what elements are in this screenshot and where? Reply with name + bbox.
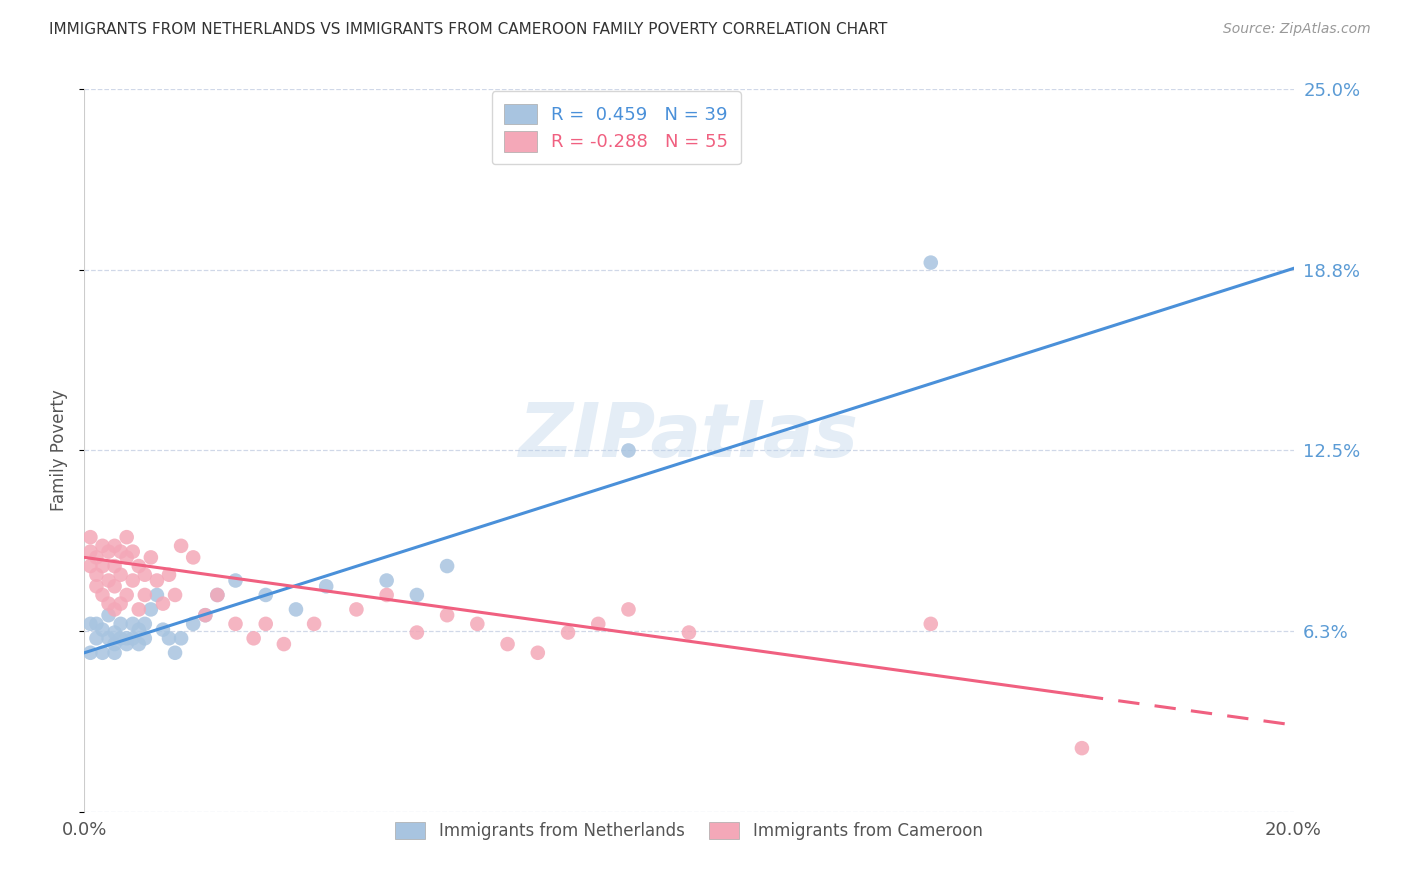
Legend: Immigrants from Netherlands, Immigrants from Cameroon: Immigrants from Netherlands, Immigrants … bbox=[388, 815, 990, 847]
Point bbox=[86, 616, 108, 631]
Point bbox=[97, 597, 120, 611]
Point bbox=[121, 632, 143, 646]
Text: IMMIGRANTS FROM NETHERLANDS VS IMMIGRANTS FROM CAMEROON FAMILY POVERTY CORRELATI: IMMIGRANTS FROM NETHERLANDS VS IMMIGRANT… bbox=[49, 22, 887, 37]
Point bbox=[97, 608, 120, 623]
Point bbox=[128, 559, 150, 574]
Point bbox=[128, 623, 150, 637]
Y-axis label: Family Poverty: Family Poverty bbox=[51, 390, 69, 511]
Point bbox=[110, 616, 132, 631]
Point bbox=[181, 550, 204, 565]
Point bbox=[104, 625, 127, 640]
Point bbox=[115, 637, 138, 651]
Point bbox=[254, 588, 277, 602]
Point bbox=[170, 632, 193, 646]
Point bbox=[678, 625, 700, 640]
Point bbox=[152, 623, 174, 637]
Point bbox=[346, 602, 368, 616]
Point bbox=[254, 616, 277, 631]
Point bbox=[315, 579, 337, 593]
Text: Source: ZipAtlas.com: Source: ZipAtlas.com bbox=[1223, 22, 1371, 37]
Point bbox=[436, 559, 458, 574]
Point bbox=[104, 559, 127, 574]
Point bbox=[115, 530, 138, 544]
Point bbox=[920, 255, 942, 269]
Point bbox=[194, 608, 217, 623]
Point bbox=[86, 550, 108, 565]
Point bbox=[115, 550, 138, 565]
Point bbox=[146, 574, 169, 588]
Point bbox=[121, 574, 143, 588]
Point bbox=[134, 588, 156, 602]
Point bbox=[79, 559, 101, 574]
Point bbox=[157, 567, 180, 582]
Point bbox=[285, 602, 308, 616]
Point bbox=[134, 616, 156, 631]
Point bbox=[79, 530, 101, 544]
Point bbox=[181, 616, 204, 631]
Point bbox=[110, 544, 132, 558]
Point bbox=[920, 616, 942, 631]
Point bbox=[617, 443, 640, 458]
Point bbox=[467, 616, 489, 631]
Point bbox=[79, 646, 101, 660]
Point bbox=[375, 588, 398, 602]
Point bbox=[115, 632, 138, 646]
Point bbox=[225, 574, 247, 588]
Point bbox=[110, 632, 132, 646]
Point bbox=[79, 544, 101, 558]
Point bbox=[115, 588, 138, 602]
Point bbox=[97, 632, 120, 646]
Point bbox=[91, 623, 114, 637]
Text: ZIPatlas: ZIPatlas bbox=[519, 400, 859, 473]
Point bbox=[496, 637, 519, 651]
Point bbox=[273, 637, 295, 651]
Point bbox=[207, 588, 229, 602]
Point bbox=[406, 625, 429, 640]
Point bbox=[104, 539, 127, 553]
Point bbox=[121, 616, 143, 631]
Point bbox=[134, 567, 156, 582]
Point bbox=[375, 574, 398, 588]
Point bbox=[128, 637, 150, 651]
Point bbox=[165, 646, 187, 660]
Point bbox=[91, 539, 114, 553]
Point bbox=[139, 602, 162, 616]
Point bbox=[121, 544, 143, 558]
Point bbox=[79, 616, 101, 631]
Point bbox=[139, 550, 162, 565]
Point bbox=[617, 602, 640, 616]
Point bbox=[104, 646, 127, 660]
Point bbox=[242, 632, 264, 646]
Point bbox=[152, 597, 174, 611]
Point bbox=[110, 567, 132, 582]
Point bbox=[436, 608, 458, 623]
Point bbox=[104, 637, 127, 651]
Point bbox=[207, 588, 229, 602]
Point bbox=[157, 632, 180, 646]
Point bbox=[86, 632, 108, 646]
Point bbox=[302, 616, 325, 631]
Point bbox=[91, 646, 114, 660]
Point bbox=[406, 588, 429, 602]
Point bbox=[110, 597, 132, 611]
Point bbox=[170, 539, 193, 553]
Point bbox=[91, 559, 114, 574]
Point bbox=[91, 588, 114, 602]
Point bbox=[194, 608, 217, 623]
Point bbox=[86, 567, 108, 582]
Point bbox=[104, 602, 127, 616]
Point bbox=[104, 579, 127, 593]
Point bbox=[527, 646, 550, 660]
Point bbox=[165, 588, 187, 602]
Point bbox=[86, 579, 108, 593]
Point bbox=[146, 588, 169, 602]
Point bbox=[97, 574, 120, 588]
Point bbox=[134, 632, 156, 646]
Point bbox=[97, 544, 120, 558]
Point bbox=[557, 625, 579, 640]
Point bbox=[225, 616, 247, 631]
Point bbox=[128, 602, 150, 616]
Point bbox=[1071, 741, 1094, 756]
Point bbox=[588, 616, 610, 631]
